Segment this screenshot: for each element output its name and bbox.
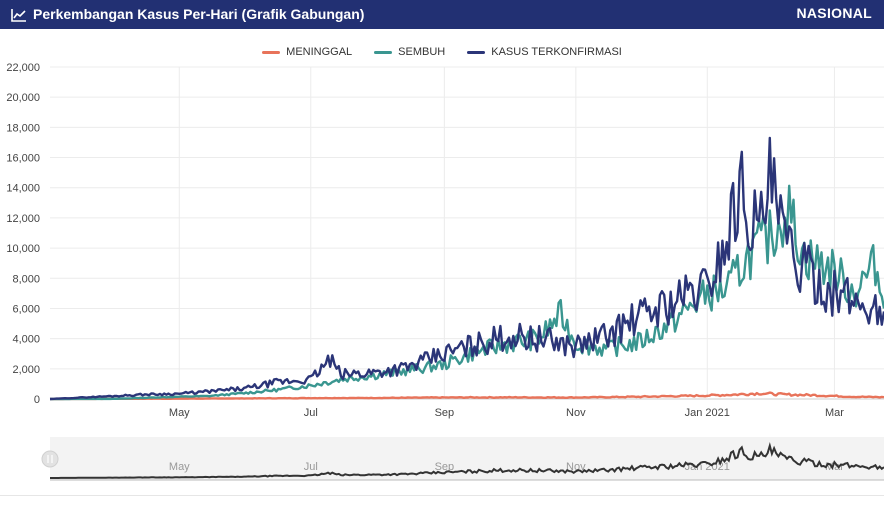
navigator-label: Jan 2021 — [685, 461, 730, 473]
legend-item-meninggal[interactable]: MENINGGAL — [262, 44, 352, 60]
chart-header: Perkembangan Kasus Per-Hari (Grafik Gabu… — [0, 0, 884, 29]
x-tick-label: May — [169, 407, 190, 419]
legend-swatch — [467, 50, 486, 54]
x-tick-label: Jul — [304, 407, 318, 419]
navigator-label: May — [169, 461, 190, 473]
y-tick-label: 6,000 — [12, 303, 40, 315]
y-tick-label: 8,000 — [12, 273, 40, 285]
legend-item-kasus-terkonfirmasi[interactable]: KASUS TERKONFIRMASI — [467, 44, 622, 60]
series-line-meninggal[interactable] — [50, 391, 884, 401]
chart-title: Perkembangan Kasus Per-Hari (Grafik Gabu… — [11, 0, 364, 29]
legend-label: MENINGGAL — [286, 46, 353, 58]
x-tick-label: Nov — [566, 407, 586, 419]
y-tick-label: 10,000 — [6, 243, 40, 255]
region-label: NASIONAL — [796, 5, 872, 21]
y-tick-label: 14,000 — [6, 183, 40, 195]
x-tick-label: Jan 2021 — [685, 407, 730, 419]
x-tick-label: Sep — [435, 407, 455, 419]
legend-swatch — [374, 50, 393, 54]
navigator-panel[interactable] — [50, 437, 884, 480]
y-tick-label: 12,000 — [6, 213, 40, 225]
y-tick-label: 16,000 — [6, 153, 40, 165]
legend-label: SEMBUH — [398, 46, 446, 58]
navigator-label: Nov — [566, 461, 586, 473]
navigator-label: Sep — [435, 461, 455, 473]
y-tick-label: 4,000 — [12, 334, 40, 346]
series-line-sembuh[interactable] — [50, 184, 884, 401]
line-chart-icon — [11, 8, 26, 22]
navigator-label: Jul — [304, 461, 318, 473]
y-tick-label: 20,000 — [6, 92, 40, 104]
y-tick-label: 18,000 — [6, 122, 40, 134]
y-tick-label: 0 — [34, 394, 40, 406]
chart-title-text: Perkembangan Kasus Per-Hari (Grafik Gabu… — [33, 6, 365, 22]
legend-swatch — [262, 50, 281, 54]
x-tick-label: Mar — [825, 407, 844, 419]
y-tick-label: 22,000 — [6, 62, 40, 74]
series-line-kasus-terkonfirmasi[interactable] — [49, 136, 884, 401]
legend-item-sembuh[interactable]: SEMBUH — [374, 44, 445, 60]
y-tick-label: 2,000 — [12, 364, 40, 376]
divider — [0, 495, 884, 496]
navigator-left-handle[interactable] — [41, 450, 59, 468]
chart-legend: MENINGGAL SEMBUH KASUS TERKONFIRMASI — [0, 44, 884, 60]
navigator-series — [50, 441, 884, 479]
legend-label: KASUS TERKONFIRMASI — [491, 46, 622, 58]
